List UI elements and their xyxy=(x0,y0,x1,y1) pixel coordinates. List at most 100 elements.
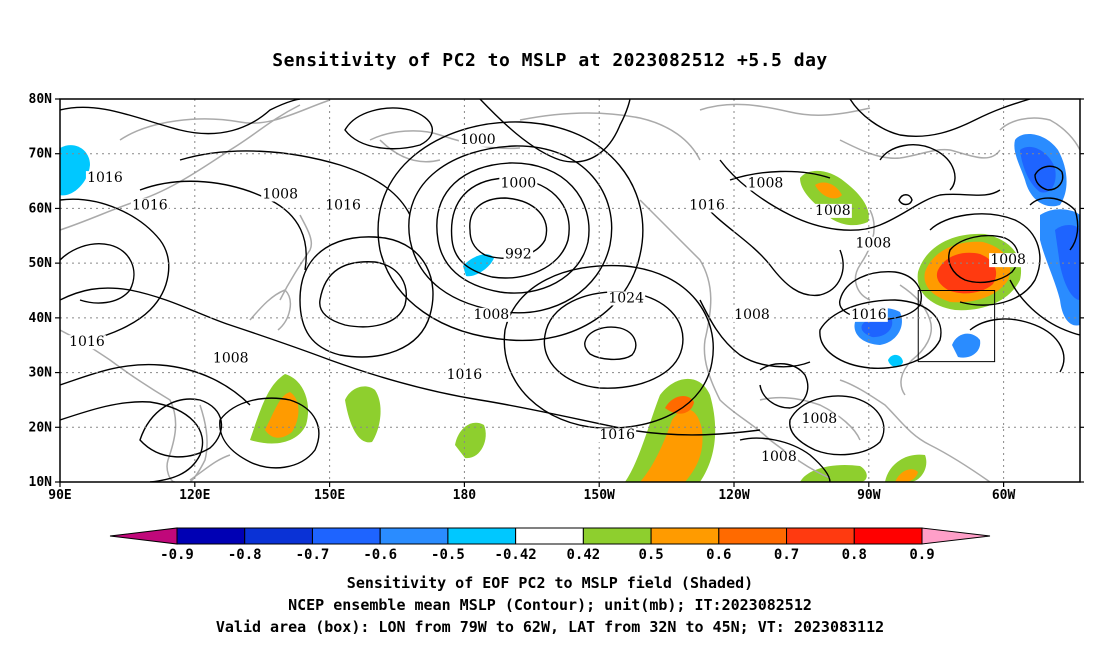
colorbar-label: 0.42 xyxy=(567,547,601,563)
contour-label-bg xyxy=(130,198,169,213)
contour-label: 1016 xyxy=(325,197,361,213)
contour-label-bg xyxy=(759,450,798,465)
longitude-axis: 90E 120E 150E 180 150W 120W 90W 60W xyxy=(48,482,1016,503)
contour-label: 1008 xyxy=(761,449,797,465)
caption: Sensitivity of EOF PC2 to MSLP field (Sh… xyxy=(0,572,1100,638)
colorbar-label: 0.8 xyxy=(842,547,867,563)
lat-tick-label: 20N xyxy=(29,420,53,435)
contour-label: 1000 xyxy=(501,176,537,192)
caption-line-1: Sensitivity of EOF PC2 to MSLP field (Sh… xyxy=(346,574,754,592)
valid-area-box xyxy=(917,290,996,363)
contour-label-bg xyxy=(67,335,106,350)
contour-label-bg xyxy=(458,132,497,147)
colorbar-swatch xyxy=(650,527,720,545)
colorbar-swatch xyxy=(515,527,584,545)
contour-label: 1016 xyxy=(689,197,725,213)
shade-orange-epac xyxy=(640,409,703,482)
colorbar-swatch xyxy=(718,527,788,545)
shade-orange-carib2 xyxy=(895,469,918,482)
sensitivity-shading xyxy=(60,134,1080,482)
contour-label: 1008 xyxy=(748,176,784,192)
gridlines xyxy=(60,99,1080,482)
shade-green-wpac3 xyxy=(455,422,486,459)
lat-tick-label: 50N xyxy=(29,256,53,271)
colorbar-triangle-max xyxy=(921,527,991,545)
latitude-axis: 80N 70N 60N 50N 40N 30N 20N 10N xyxy=(29,92,1084,490)
contour-label: 1016 xyxy=(69,334,105,350)
lat-tick-label: 40N xyxy=(29,311,53,326)
colorbar-label: -0.7 xyxy=(296,547,330,563)
lat-tick-label: 70N xyxy=(29,147,53,162)
contour-label: 1008 xyxy=(262,186,298,202)
lat-tick-label: 10N xyxy=(29,475,53,490)
lon-tick-label: 150E xyxy=(314,488,345,503)
map-frame xyxy=(59,98,1081,483)
lon-tick-label: 90W xyxy=(857,488,881,503)
colorbar-label: 0.5 xyxy=(638,547,663,563)
contour-label: 1008 xyxy=(734,307,770,323)
contour-label: 1016 xyxy=(599,427,635,443)
lon-tick-label: 120W xyxy=(718,488,749,503)
contour-label: 1008 xyxy=(815,203,851,219)
contour-label: 1024 xyxy=(608,290,644,306)
coastlines xyxy=(60,99,1080,482)
contour-label-bg xyxy=(211,351,250,366)
contour-label-bg xyxy=(849,307,888,322)
colorbar-swatch xyxy=(244,527,313,545)
caption-line-3: Valid area (box): LON from 79W to 62W, L… xyxy=(215,618,885,636)
colorbar-label: -0.42 xyxy=(495,547,537,563)
shade-blue-us2 xyxy=(952,333,981,358)
contour-label-bg xyxy=(746,176,785,191)
colorbar-swatch xyxy=(582,527,652,545)
contour-label: 1016 xyxy=(851,307,887,323)
contour-label-bg xyxy=(85,171,124,186)
colorbar-swatch xyxy=(379,527,449,545)
contour-label: 1016 xyxy=(447,367,483,383)
colorbar-swatch xyxy=(786,527,855,545)
contour-label: 992 xyxy=(505,247,532,263)
contour-label-bg xyxy=(598,428,637,443)
shade-blue-siberia xyxy=(60,145,90,196)
colorbar-label: -0.6 xyxy=(363,547,397,563)
colorbar-label: 0.9 xyxy=(909,547,934,563)
contour-label-bg xyxy=(499,176,538,191)
lon-tick-label: 60W xyxy=(992,488,1016,503)
contour-label: 1008 xyxy=(990,252,1026,268)
caption-line-2: NCEP ensemble mean MSLP (Contour); unit(… xyxy=(288,596,812,614)
contour-label-bg xyxy=(261,187,300,202)
colorbar-swatch xyxy=(311,527,381,545)
colorbar-label: -0.8 xyxy=(228,547,262,563)
lat-tick-label: 30N xyxy=(29,366,53,381)
lat-tick-label: 60N xyxy=(29,201,53,216)
contour-label-bg xyxy=(732,307,771,322)
shade-blue-aleutian xyxy=(463,254,494,277)
contour-label-bg xyxy=(503,247,534,262)
contour-label-bg xyxy=(324,198,363,213)
colorbar-swatch xyxy=(447,527,517,545)
contour-label-bg xyxy=(445,368,484,383)
contour-label-bg xyxy=(989,253,1028,268)
shade-green-wpac2 xyxy=(345,386,381,443)
lon-tick-label: 120E xyxy=(179,488,210,503)
contour-label: 1000 xyxy=(460,132,496,148)
colorbar-label: -0.5 xyxy=(431,547,465,563)
contour-label-bg xyxy=(813,203,852,218)
colorbar-label: 0.7 xyxy=(774,547,799,563)
contour-label: 1008 xyxy=(802,411,838,427)
shade-red-newfoundland xyxy=(936,252,997,294)
contour-label: 1008 xyxy=(213,351,249,367)
colorbar: -0.9 -0.8 -0.7 -0.6 -0.5 -0.42 0.42 0.5 0.6 0.7 0.… xyxy=(109,527,991,563)
chart-title: Sensitivity of PC2 to MSLP at 2023082512… xyxy=(272,50,828,71)
colorbar-swatch xyxy=(853,527,923,545)
shade-blue-us3 xyxy=(888,354,903,368)
contour-labels: 1000 1016 1016 1008 1016 1000 992 1008 1016 1008 1… xyxy=(67,132,1028,465)
contour-label: 1008 xyxy=(474,307,510,323)
contour-label-bg xyxy=(800,411,839,426)
colorbar-triangle-min xyxy=(109,527,178,545)
contour-label: 1016 xyxy=(132,197,168,213)
contour-label: 1016 xyxy=(87,170,123,186)
colorbar-swatch xyxy=(176,527,246,545)
lat-tick-label: 80N xyxy=(29,92,53,107)
shade-orange-epac2 xyxy=(665,396,694,414)
shade-green-carib xyxy=(800,464,867,482)
